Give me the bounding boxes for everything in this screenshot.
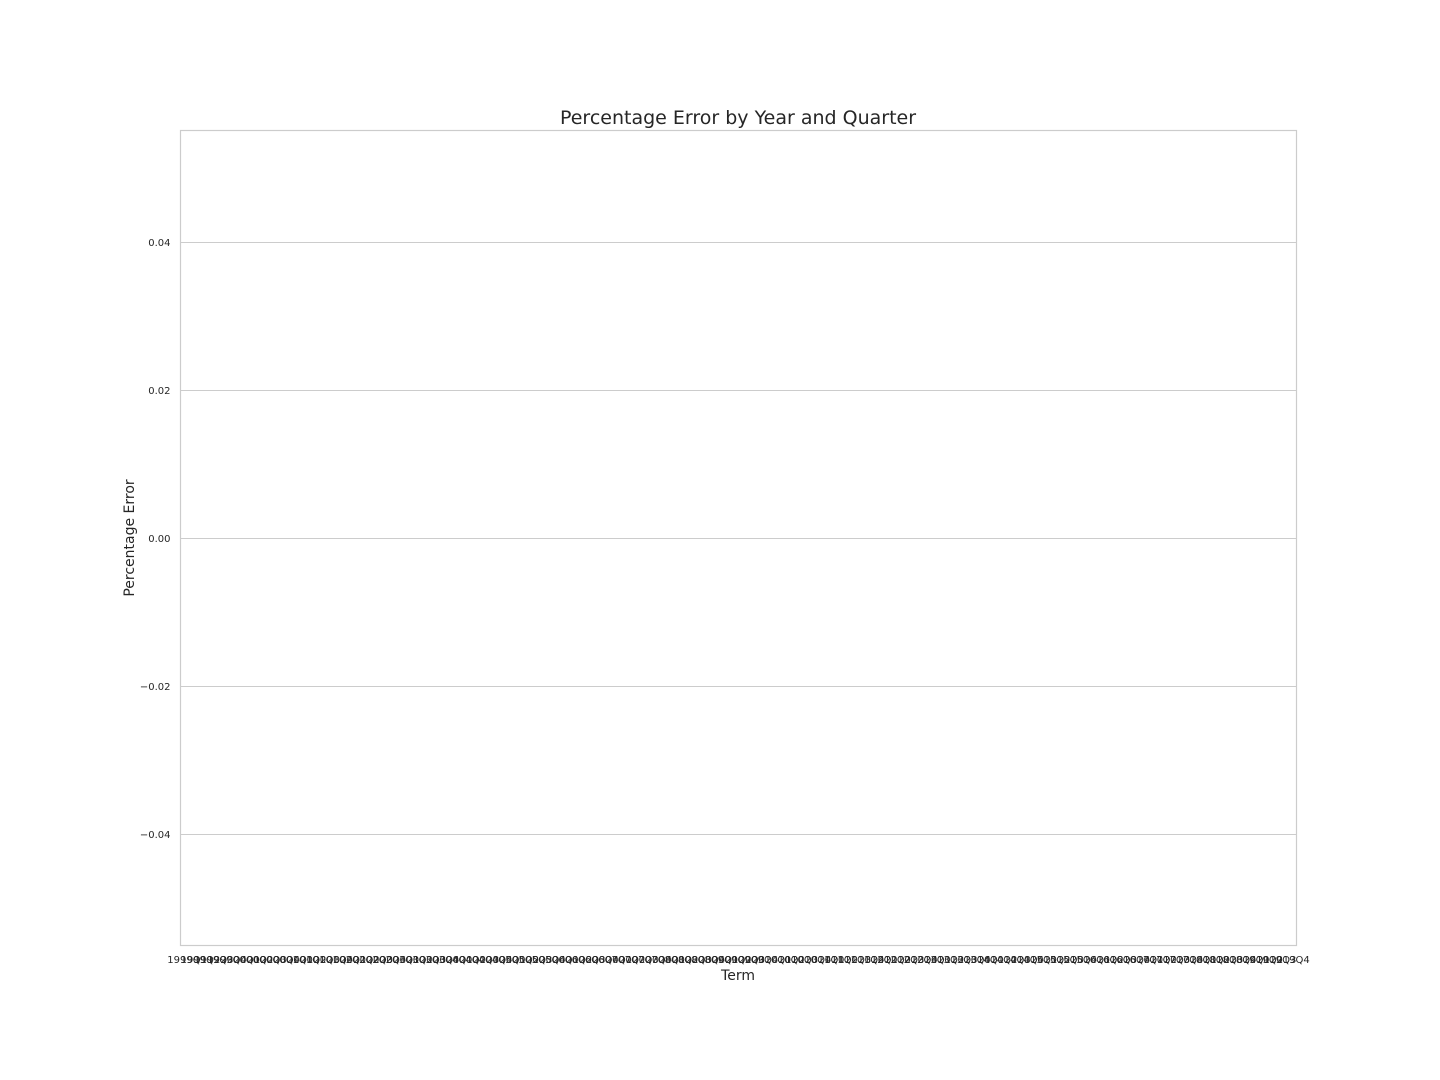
x-tick-label: 2001Q2 [287,955,327,966]
x-tick-label: 2015Q2 [1031,955,1071,966]
x-tick-label: 2016Q1 [1071,955,1111,966]
y-tick-label: 0.04 [148,238,170,249]
x-tick-label: 2003Q4 [420,955,460,966]
x-tick-label: 2009Q3 [725,955,765,966]
x-tick-label: 2019Q3 [1257,955,1297,966]
x-tick-label: 2000Q1 [220,955,260,966]
x-tick-label: 2018Q3 [1204,955,1244,966]
x-tick-label: 2015Q1 [1018,955,1058,966]
x-tick-label: 2017Q3 [1150,955,1190,966]
x-tick-label: 2000Q4 [260,955,300,966]
y-axis-label: Percentage Error [122,479,138,597]
y-tick-label: 0.02 [148,386,170,397]
x-tick-label: 2007Q1 [592,955,632,966]
x-axis-label: Term [720,968,755,984]
x-tick-label: 2006Q3 [566,955,606,966]
x-tick-label: 2010Q1 [752,955,792,966]
x-tick-label: 2014Q2 [978,955,1018,966]
x-tick-label: 2016Q4 [1111,955,1151,966]
x-tick-label: 2012Q3 [885,955,925,966]
x-tick-label: 2011Q3 [832,955,872,966]
x-tick-label: 2004Q4 [473,955,513,966]
y-gridlines [180,242,1297,835]
x-tick-label: 2002Q4 [367,955,407,966]
x-tick-label: 2001Q1 [274,955,314,966]
x-tick-label: 2008Q1 [646,955,686,966]
x-tick-label: 2016Q3 [1097,955,1137,966]
x-tick-label: 2002Q2 [340,955,380,966]
x-tick-label: 2010Q2 [765,955,805,966]
x-tick-label: 2011Q2 [818,955,858,966]
x-tick-label: 2005Q3 [513,955,553,966]
x-tick-label: 2019Q2 [1243,955,1283,966]
x-tick-label: 2019Q1 [1230,955,1270,966]
chart-title: Percentage Error by Year and Quarter [560,107,916,129]
x-tick-label: 2013Q4 [951,955,991,966]
x-tick-label: 2006Q4 [579,955,619,966]
x-tick-label: 2000Q3 [247,955,287,966]
x-tick-label: 2018Q2 [1190,955,1230,966]
x-tick-label: 2007Q2 [606,955,646,966]
plot-frame [179,129,1298,947]
x-tick-label: 2004Q3 [460,955,500,966]
x-tick-label: 1999Q3 [194,955,234,966]
x-tick-labels: 1999Q11999Q21999Q31999Q42000Q12000Q22000… [167,955,1309,966]
x-tick-label: 2005Q2 [499,955,539,966]
x-tick-label: 2004Q1 [433,955,473,966]
x-tick-label: 2012Q4 [898,955,938,966]
x-tick-label: 2006Q2 [553,955,593,966]
x-tick-label: 2007Q3 [619,955,659,966]
x-tick-label: 2018Q1 [1177,955,1217,966]
x-tick-label: 2008Q4 [685,955,725,966]
x-tick-label: 2009Q4 [739,955,779,966]
x-tick-label: 1999Q1 [167,955,207,966]
x-tick-label: 2005Q4 [526,955,566,966]
x-tick-label: 2013Q1 [911,955,951,966]
x-tick-label: 2014Q3 [991,955,1031,966]
x-tick-label: 2004Q2 [446,955,486,966]
x-tick-label: 2018Q4 [1217,955,1257,966]
x-tick-label: 2009Q1 [699,955,739,966]
x-tick-label: 2010Q4 [792,955,832,966]
x-tick-label: 2014Q1 [964,955,1004,966]
x-tick-label: 2003Q2 [393,955,433,966]
x-tick-label: 2005Q1 [486,955,526,966]
x-tick-label: 2003Q3 [406,955,446,966]
y-tick-label: 0.00 [148,534,170,545]
x-tick-label: 2015Q3 [1044,955,1084,966]
x-tick-label: 2014Q4 [1004,955,1044,966]
x-tick-label: 2008Q2 [659,955,699,966]
x-tick-label: 2015Q4 [1057,955,1097,966]
x-tick-label: 2000Q2 [234,955,274,966]
y-tick-label: −0.02 [140,682,171,693]
x-tick-label: 2007Q4 [632,955,672,966]
x-tick-label: 2011Q4 [845,955,885,966]
x-tick-label: 2001Q4 [313,955,353,966]
x-tick-label: 2011Q1 [805,955,845,966]
x-tick-label: 2009Q2 [712,955,752,966]
x-tick-label: 2001Q3 [300,955,340,966]
x-tick-label: 2013Q2 [925,955,965,966]
x-tick-label: 2017Q1 [1124,955,1164,966]
x-tick-label: 2017Q4 [1164,955,1204,966]
x-tick-label: 2012Q1 [858,955,898,966]
y-tick-label: −0.04 [140,830,171,841]
x-tick-label: 2006Q1 [539,955,579,966]
x-tick-label: 2013Q3 [938,955,978,966]
x-tick-label: 1999Q4 [207,955,247,966]
x-tick-label: 1999Q2 [181,955,221,966]
x-tick-label: 2002Q3 [353,955,393,966]
x-tick-label: 2016Q2 [1084,955,1124,966]
x-tick-label: 2010Q3 [778,955,818,966]
y-tick-labels: −0.04 −0.02 0.00 0.02 0.04 [140,238,171,841]
x-tick-label: 2002Q1 [327,955,367,966]
x-tick-label: 2012Q2 [871,955,911,966]
x-tick-label: 2008Q3 [672,955,712,966]
x-tick-label: 2017Q2 [1137,955,1177,966]
x-tick-label: 2003Q1 [380,955,420,966]
x-tick-label: 2019Q4 [1270,955,1310,966]
